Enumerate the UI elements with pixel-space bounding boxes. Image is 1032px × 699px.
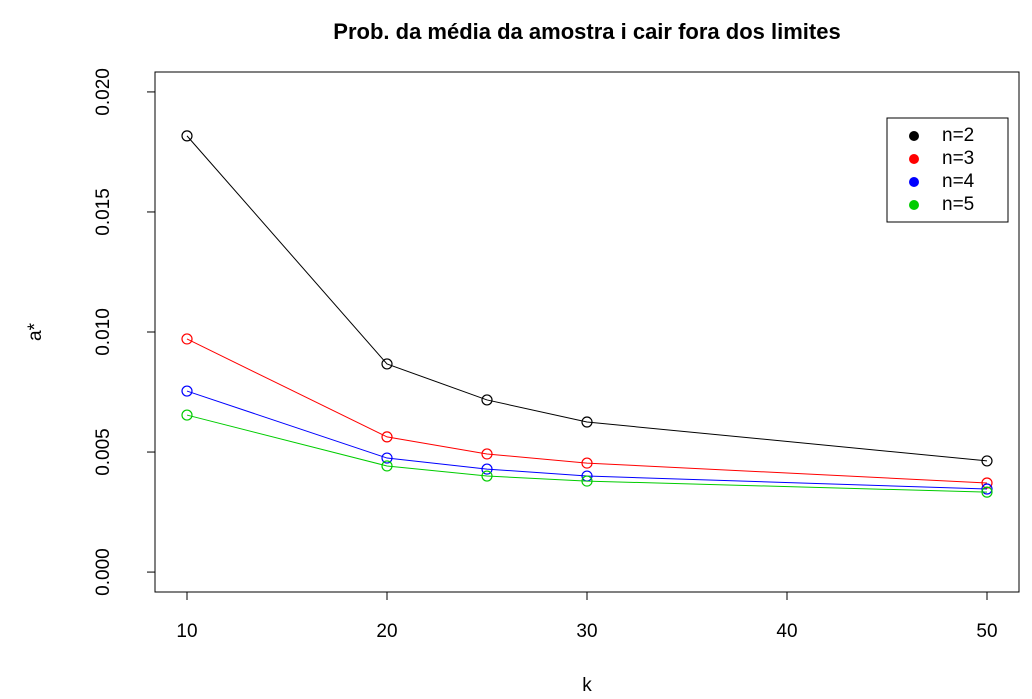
point xyxy=(381,431,393,443)
point xyxy=(381,358,393,370)
legend-label: n=2 xyxy=(942,125,974,146)
y-axis-label: a* xyxy=(25,322,46,341)
point xyxy=(481,463,493,475)
legend-marker xyxy=(909,177,919,187)
legend-marker xyxy=(909,200,919,210)
point xyxy=(581,416,593,428)
point xyxy=(581,457,593,469)
series-line xyxy=(186,414,988,493)
point xyxy=(381,460,393,472)
point xyxy=(481,394,493,406)
legend-label: n=4 xyxy=(942,171,975,192)
point xyxy=(981,477,993,489)
x-tick-label: 10 xyxy=(176,621,197,642)
y-tick-label: 0.000 xyxy=(93,548,114,596)
point xyxy=(981,455,993,467)
x-axis-label: k xyxy=(582,675,592,696)
point xyxy=(481,448,493,460)
y-tick-label: 0.005 xyxy=(93,428,114,476)
point xyxy=(581,475,593,487)
point xyxy=(381,452,393,464)
y-tick-label: 0.015 xyxy=(93,188,114,236)
y-tick-label: 0.010 xyxy=(93,308,114,356)
series-line xyxy=(186,338,988,484)
y-tick-label: 0.020 xyxy=(93,68,114,116)
legend-marker xyxy=(909,131,919,141)
point xyxy=(181,333,193,345)
legend-box xyxy=(886,117,1009,223)
series-line xyxy=(186,135,988,462)
legend-label: n=5 xyxy=(942,194,974,215)
x-tick-label: 50 xyxy=(976,621,997,642)
legend-marker xyxy=(909,154,919,164)
point xyxy=(181,130,193,142)
legend-label: n=3 xyxy=(942,148,974,169)
x-tick-label: 40 xyxy=(776,621,797,642)
chart-title: Prob. da média da amostra i cair fora do… xyxy=(333,19,840,44)
point xyxy=(981,483,993,495)
series-line xyxy=(186,390,988,490)
point xyxy=(181,409,193,421)
x-tick-label: 30 xyxy=(576,621,597,642)
x-tick-label: 20 xyxy=(376,621,397,642)
point xyxy=(981,486,993,498)
point xyxy=(481,470,493,482)
point xyxy=(181,385,193,397)
